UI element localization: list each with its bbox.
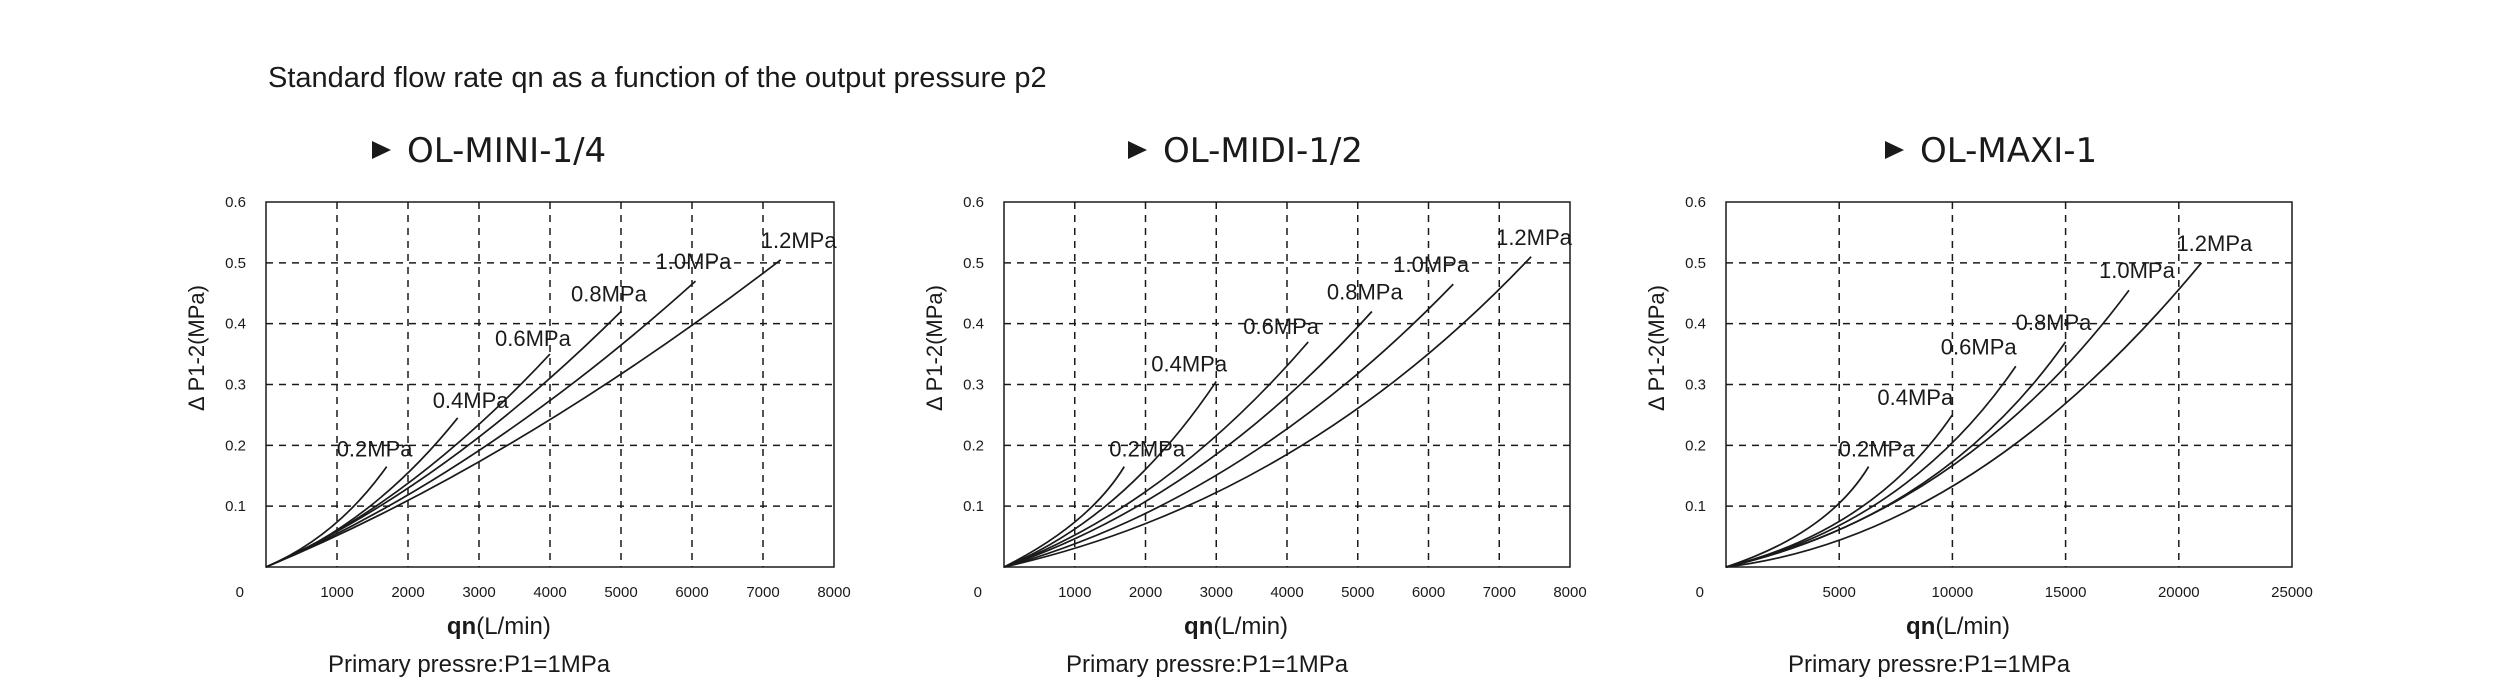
- chart-2-series-line-1-0mpa: [1003, 283, 1454, 568]
- chart-1-x-tick-label: 5000: [604, 584, 637, 601]
- chart-3-title: OL-MAXI-1: [1920, 131, 2097, 171]
- chart-3-series-label: 1.0MPa: [2099, 258, 2176, 283]
- chart-1-x-axis-label-main: qn: [447, 613, 476, 640]
- chart-1-series-label: 1.0MPa: [656, 249, 733, 274]
- chart-3-series-label: 0.2MPa: [1839, 437, 1916, 462]
- chart-3-heading-marker: [1885, 141, 1904, 159]
- chart-2-x-tick-label: 7000: [1483, 584, 1516, 601]
- chart-2-y-tick-label: 0.2: [963, 437, 984, 454]
- chart-1-heading-marker: [372, 141, 391, 159]
- chart-3-x-tick-label: 15000: [2045, 584, 2087, 601]
- chart-3-x-tick-label: 25000: [2271, 584, 2313, 601]
- chart-3-series-label: 0.8MPa: [2016, 310, 2093, 335]
- chart-1-x-axis-label-unit: (L/min): [476, 613, 551, 640]
- chart-3-y-tick-label: 0.4: [1685, 316, 1706, 333]
- chart-1-x-tick-label: 2000: [391, 584, 424, 601]
- chart-3-x-tick-label: 0: [1696, 584, 1704, 601]
- chart-1-caption: Primary pressre:P1=1MPa: [328, 651, 611, 678]
- chart-1-series-label: 1.2MPa: [761, 228, 838, 253]
- chart-3-series-line-1-2mpa: [1725, 262, 2203, 568]
- chart-3-x-tick-label: 20000: [2158, 584, 2200, 601]
- chart-3-y-tick-label: 0.1: [1685, 498, 1706, 515]
- chart-2-y-tick-label: 0.4: [963, 316, 984, 333]
- chart-1-x-tick-label: 4000: [533, 584, 566, 601]
- chart-2-x-tick-label: 3000: [1200, 584, 1233, 601]
- chart-3-series-label: 1.2MPa: [2176, 231, 2253, 256]
- chart-1-series-line-0-8mpa: [265, 310, 622, 568]
- chart-3-plot-frame: [1725, 201, 2293, 568]
- chart-3-y-tick-label: 0.6: [1685, 194, 1706, 211]
- chart-3-x-tick-label: 10000: [1932, 584, 1974, 601]
- chart-2-series-label: 0.2MPa: [1109, 437, 1186, 462]
- chart-1-series-label: 0.4MPa: [433, 388, 510, 413]
- chart-3-series-label: 0.4MPa: [1877, 385, 1954, 410]
- chart-3-y-tick-label: 0.5: [1685, 255, 1706, 272]
- chart-1-series-label: 0.6MPa: [495, 326, 572, 351]
- chart-2-x-axis-label: qn(L/min): [1184, 613, 1288, 640]
- chart-1-x-tick-label: 3000: [462, 584, 495, 601]
- chart-2-x-axis-label-unit: (L/min): [1213, 613, 1288, 640]
- chart-2-series-line-0-4mpa: [1003, 380, 1217, 568]
- chart-1-y-tick-label: 0.6: [225, 194, 246, 211]
- chart-1-title: OL-MINI-1/4: [407, 131, 606, 171]
- chart-3-y-tick-label: 0.3: [1685, 377, 1706, 394]
- chart-1-plot-frame: [265, 201, 835, 568]
- chart-3-x-axis-label-main: qn: [1906, 613, 1935, 640]
- chart-2-x-tick-label: 1000: [1058, 584, 1091, 601]
- page-title: Standard flow rate qn as a function of t…: [268, 62, 1047, 94]
- chart-2-y-axis-label: Δ P1-2(MPa): [922, 285, 947, 411]
- chart-2-series-label: 0.4MPa: [1151, 351, 1228, 376]
- chart-3-series-label: 0.6MPa: [1941, 334, 2018, 359]
- chart-2-series-line-1-2mpa: [1003, 256, 1532, 568]
- chart-1-series-line-1-0mpa: [265, 280, 697, 568]
- chart-2-y-tick-label: 0.6: [963, 194, 984, 211]
- chart-2-x-axis-label-main: qn: [1184, 613, 1213, 640]
- chart-1-x-tick-label: 8000: [817, 584, 850, 601]
- chart-1-y-tick-label: 0.4: [225, 316, 246, 333]
- chart-1-series-label: 0.8MPa: [571, 282, 648, 307]
- chart-2-x-tick-label: 8000: [1553, 584, 1586, 601]
- chart-2-series-line-0-6mpa: [1003, 341, 1309, 568]
- chart-1-y-axis-label: Δ P1-2(MPa): [184, 285, 209, 411]
- chart-2-series-label: 1.0MPa: [1393, 252, 1470, 277]
- chart-1-y-tick-label: 0.5: [225, 255, 246, 272]
- chart-2-plot-frame: [1003, 201, 1571, 568]
- chart-1-x-tick-label: 0: [236, 584, 244, 601]
- chart-3-x-axis-label-unit: (L/min): [1935, 613, 2010, 640]
- chart-1-x-tick-label: 1000: [320, 584, 353, 601]
- chart-1-x-axis-label: qn(L/min): [447, 613, 551, 640]
- chart-3-series-line-1-0mpa: [1725, 289, 2130, 568]
- chart-3-series-line-0-6mpa: [1725, 365, 2017, 568]
- chart-2-caption: Primary pressre:P1=1MPa: [1066, 651, 1349, 678]
- chart-2-title: OL-MIDI-1/2: [1163, 131, 1363, 171]
- chart-2-series-label: 1.2MPa: [1496, 225, 1573, 250]
- chart-2-series-line-0-8mpa: [1003, 310, 1373, 568]
- chart-2-heading-marker: [1128, 141, 1147, 159]
- chart-2-x-tick-label: 2000: [1129, 584, 1162, 601]
- chart-1-y-tick-label: 0.1: [225, 498, 246, 515]
- chart-1-series-line-1-2mpa: [265, 259, 782, 568]
- chart-2-y-tick-label: 0.1: [963, 498, 984, 515]
- chart-1-x-tick-label: 6000: [675, 584, 708, 601]
- chart-3-caption: Primary pressre:P1=1MPa: [1788, 651, 2071, 678]
- chart-3-y-axis-label: Δ P1-2(MPa): [1644, 285, 1669, 411]
- chart-2-y-tick-label: 0.5: [963, 255, 984, 272]
- chart-2-x-tick-label: 5000: [1341, 584, 1374, 601]
- chart-2-x-tick-label: 0: [974, 584, 982, 601]
- chart-1-y-tick-label: 0.3: [225, 377, 246, 394]
- chart-3-series-line-0-2mpa: [1725, 466, 1870, 568]
- chart-2-series-label: 0.6MPa: [1243, 314, 1320, 339]
- chart-3-x-tick-label: 5000: [1823, 584, 1856, 601]
- chart-1-series-label: 0.2MPa: [337, 437, 414, 462]
- chart-3-x-axis-label: qn(L/min): [1906, 613, 2010, 640]
- chart-3-y-tick-label: 0.2: [1685, 437, 1706, 454]
- chart-2-series-label: 0.8MPa: [1327, 280, 1404, 305]
- chart-2-x-tick-label: 6000: [1412, 584, 1445, 601]
- chart-1-x-tick-label: 7000: [746, 584, 779, 601]
- chart-1-y-tick-label: 0.2: [225, 437, 246, 454]
- chart-2-series-line-0-2mpa: [1003, 466, 1126, 568]
- chart-2-y-tick-label: 0.3: [963, 377, 984, 394]
- chart-2-x-tick-label: 4000: [1270, 584, 1303, 601]
